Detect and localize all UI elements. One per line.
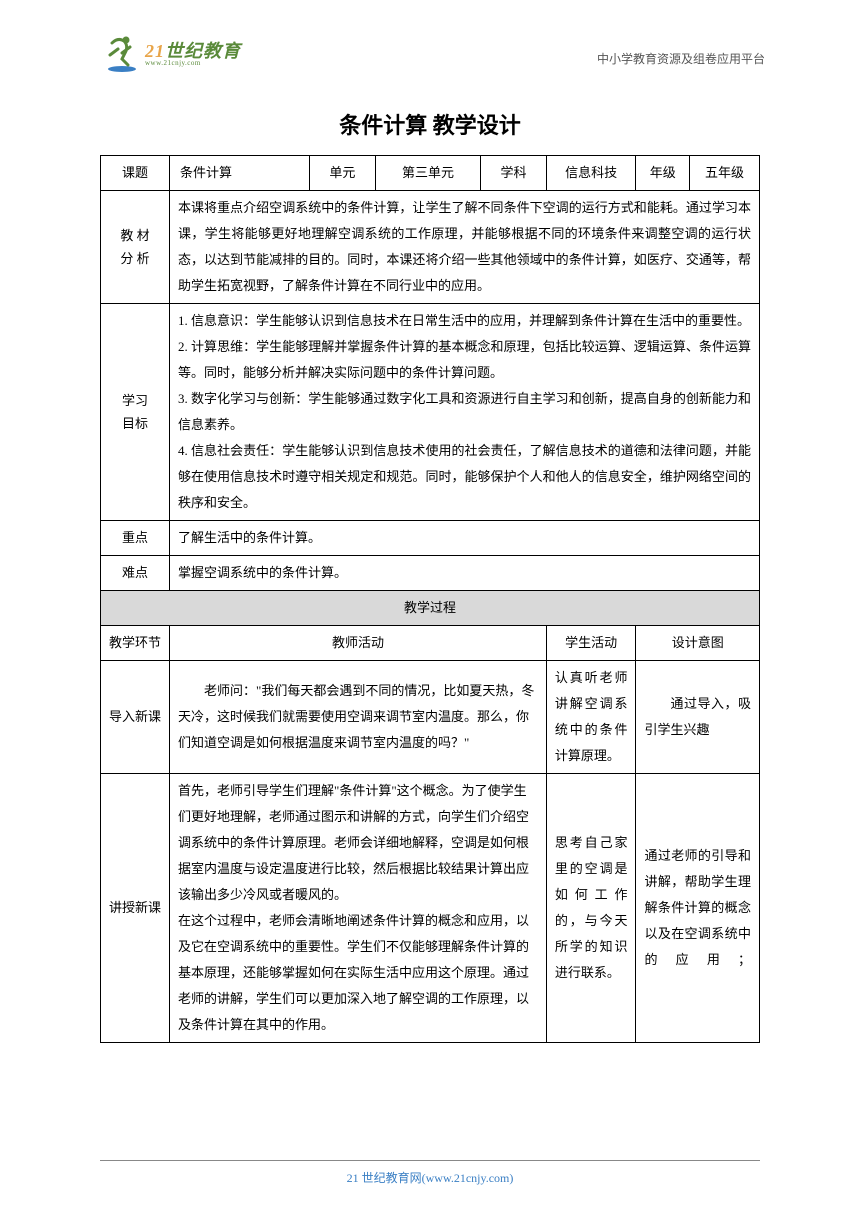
col-student: 学生活动 xyxy=(546,626,636,661)
material-row: 教 材 分 析 本课将重点介绍空调系统中的条件计算，让学生了解不同条件下空调的运… xyxy=(101,191,760,304)
difficulty-row: 难点 掌握空调系统中的条件计算。 xyxy=(101,556,760,591)
col-stage: 教学环节 xyxy=(101,626,170,661)
difficulty-content: 掌握空调系统中的条件计算。 xyxy=(170,556,760,591)
objectives-row: 学习 目标 1. 信息意识：学生能够认识到信息技术在日常生活中的应用，并理解到条… xyxy=(101,304,760,521)
keypoint-content: 了解生活中的条件计算。 xyxy=(170,521,760,556)
grade-value: 五年级 xyxy=(690,156,760,191)
header-platform-text: 中小学教育资源及组卷应用平台 xyxy=(597,50,765,67)
logo-url: www.21cnjy.com xyxy=(145,60,241,67)
logo-area: 21世纪教育 www.21cnjy.com xyxy=(100,35,241,73)
objectives-label: 学习 目标 xyxy=(101,304,170,521)
topic-label: 课题 xyxy=(101,156,170,191)
process-header-row: 教学过程 xyxy=(101,591,760,626)
stage-1: 导入新课 xyxy=(101,661,170,774)
subject-label: 学科 xyxy=(481,156,547,191)
info-row: 课题 条件计算 单元 第三单元 学科 信息科技 年级 五年级 xyxy=(101,156,760,191)
material-label: 教 材 分 析 xyxy=(101,191,170,304)
student-1: 认真听老师讲解空调系统中的条件计算原理。 xyxy=(546,661,636,774)
col-teacher: 教师活动 xyxy=(170,626,547,661)
logo-name: 世纪教育 xyxy=(165,41,241,61)
intent-1: 通过导入，吸引学生兴趣 xyxy=(636,661,760,774)
logo-text: 21世纪教育 www.21cnjy.com xyxy=(145,42,241,67)
grade-label: 年级 xyxy=(636,156,690,191)
teacher-2: 首先，老师引导学生们理解"条件计算"这个概念。为了使学生们更好地理解，老师通过图… xyxy=(170,774,547,1043)
material-content: 本课将重点介绍空调系统中的条件计算，让学生了解不同条件下空调的运行方式和能耗。通… xyxy=(170,191,760,304)
page-header: 21世纪教育 www.21cnjy.com 中小学教育资源及组卷应用平台 xyxy=(0,0,860,83)
process-header: 教学过程 xyxy=(101,591,760,626)
objectives-content: 1. 信息意识：学生能够认识到信息技术在日常生活中的应用，并理解到条件计算在生活… xyxy=(170,304,760,521)
col-intent: 设计意图 xyxy=(636,626,760,661)
difficulty-label: 难点 xyxy=(101,556,170,591)
process-row-1: 导入新课 老师问："我们每天都会遇到不同的情况，比如夏天热，冬天冷，这时候我们就… xyxy=(101,661,760,774)
page-footer: 21 世纪教育网(www.21cnjy.com) xyxy=(0,1160,860,1186)
topic-value: 条件计算 xyxy=(170,156,310,191)
logo-number: 21 xyxy=(145,41,165,61)
keypoint-row: 重点 了解生活中的条件计算。 xyxy=(101,521,760,556)
footer-divider xyxy=(100,1160,760,1161)
subject-value: 信息科技 xyxy=(546,156,636,191)
unit-value: 第三单元 xyxy=(375,156,480,191)
runner-icon xyxy=(100,35,140,73)
unit-label: 单元 xyxy=(310,156,376,191)
keypoint-label: 重点 xyxy=(101,521,170,556)
stage-2: 讲授新课 xyxy=(101,774,170,1043)
process-row-2: 讲授新课 首先，老师引导学生们理解"条件计算"这个概念。为了使学生们更好地理解，… xyxy=(101,774,760,1043)
student-2: 思考自己家里的空调是如何工作的，与今天所学的知识进行联系。 xyxy=(546,774,636,1043)
teacher-1: 老师问："我们每天都会遇到不同的情况，比如夏天热，冬天冷，这时候我们就需要使用空… xyxy=(170,661,547,774)
process-columns-row: 教学环节 教师活动 学生活动 设计意图 xyxy=(101,626,760,661)
page-title: 条件计算 教学设计 xyxy=(0,108,860,140)
footer-text-url: (www.21cnjy.com) xyxy=(422,1171,514,1185)
intent-2: 通过老师的引导和讲解，帮助学生理解条件计算的概念以及在空调系统中的应用； xyxy=(636,774,760,1043)
lesson-plan-table: 课题 条件计算 单元 第三单元 学科 信息科技 年级 五年级 教 材 分 析 本… xyxy=(100,155,760,1043)
footer-text-prefix: 21 世纪教育网 xyxy=(347,1171,422,1185)
